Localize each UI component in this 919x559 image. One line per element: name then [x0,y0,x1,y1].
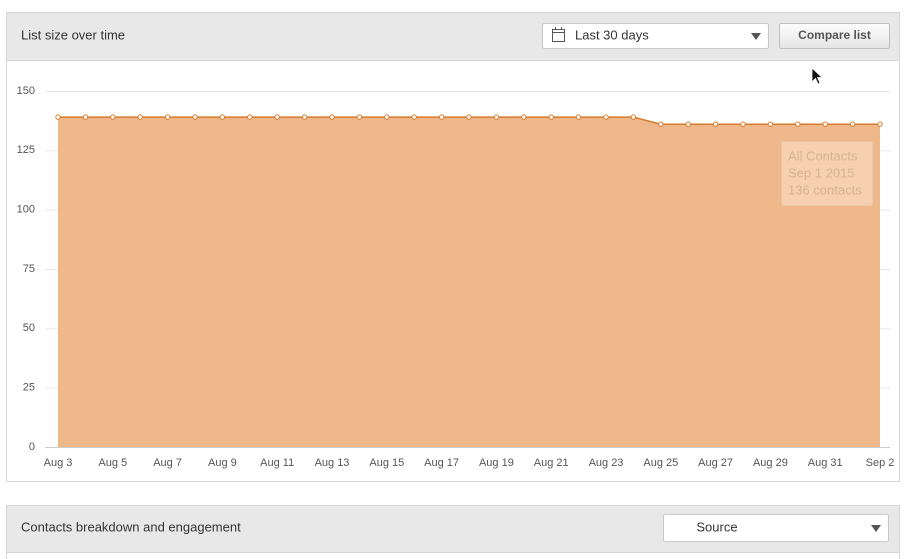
point [137,114,143,120]
y-tick-label: 0 [29,441,35,453]
date-range: Last 30 days [575,27,649,42]
point [247,114,253,120]
date-dropdown[interactable] [542,23,769,49]
y-tick-label: 100 [17,204,35,216]
y-tick-label: 125 [17,144,35,156]
panel-title: List size over time [21,27,125,42]
point [877,121,883,127]
point [301,114,308,120]
x-tick-label: Aug 3 [44,457,73,469]
y-tick-label: 50 [23,322,35,334]
point [575,114,582,120]
point [603,114,609,120]
point [164,114,171,120]
tooltip-date: Sep 1 2015 [788,165,855,180]
point [356,114,363,120]
point [548,114,554,120]
point [192,114,198,120]
point [658,121,664,127]
x-tick-label: Aug 29 [753,457,788,469]
point [521,114,527,120]
point [712,121,719,127]
x-tick-label: Aug 15 [369,457,404,469]
point [82,114,89,120]
point [411,114,417,120]
x-tick-label: Aug 13 [315,457,350,469]
x-tick-label: Aug 19 [479,457,514,469]
x-tick-label: Sep 2 [866,457,895,469]
tooltip [781,141,873,206]
calendar-icon [552,27,565,42]
area [58,117,880,448]
point [329,114,335,120]
point [630,114,637,120]
x-tick-label: Aug 27 [698,457,733,469]
tooltip-series: All Contacts [788,148,858,163]
point [822,121,828,127]
x-tick-label: Aug 31 [808,457,843,469]
point [110,114,116,120]
compare-button-label: Compare list [798,28,871,42]
dropdown-label: Source [696,519,737,534]
x-tick-label: Aug 11 [260,457,294,469]
x-tick-label: Aug 7 [153,457,182,469]
point [438,114,445,120]
x-tick-label: Aug 23 [589,457,624,469]
source-dropdown[interactable] [663,514,889,542]
point [493,114,500,120]
dropdown-arrow [871,525,881,532]
point [219,114,226,120]
x-tick-label: Aug 17 [424,457,459,469]
panel-title: Contacts breakdown and engagement [21,519,241,534]
point [767,121,774,127]
dropdown-arrow [751,33,761,40]
x-tick-label: Aug 25 [643,457,678,469]
y-tick-label: 150 [17,85,35,97]
point [384,114,390,120]
point [849,121,856,127]
y-tick-label: 75 [23,263,35,275]
tooltip-count: 136 contacts [788,182,862,197]
y-tick-label: 25 [23,382,35,394]
point [55,114,61,120]
x-tick-label: Aug 5 [98,457,127,469]
point [466,114,472,120]
x-tick-label: Aug 9 [208,457,237,469]
point [685,121,691,127]
x-tick-label: Aug 21 [534,457,569,469]
point [274,114,280,120]
point [740,121,746,127]
compare-button[interactable] [779,23,890,49]
point [795,121,801,127]
chart: 0 25 50 75 100 125 150 Aug 3 Aug 5 Aug 7 Aug 9 Aug … [17,85,895,469]
cursor [811,67,824,85]
